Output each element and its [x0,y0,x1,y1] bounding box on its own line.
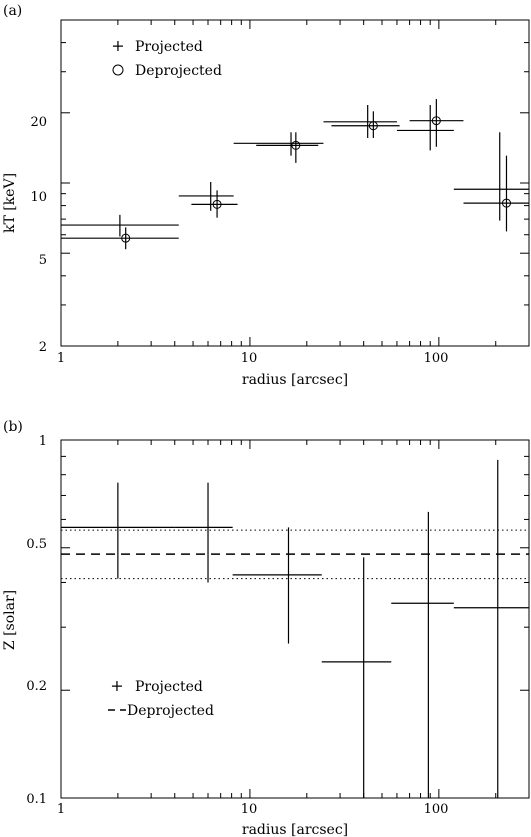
panel-b-ytick-label: 0.1 [26,792,47,807]
panel-a-legend: + Projected Deprojected [111,36,222,79]
panel-a-xtick-label: 10 [241,351,258,366]
panel-b-xtick-label: 10 [241,802,258,817]
data-marker-circle [121,233,131,243]
data-point [323,105,397,138]
panel-b-projected-series [61,459,529,798]
panel-a: (a) 1 10 100 2 5 10 20 radius [arcsec] k… [2,3,530,388]
data-point [331,111,400,138]
panel-b: (b) 1 10 100 0.1 0.2 0.5 1 radius [arcse… [2,419,530,837]
data-marker-circle [501,198,511,208]
panel-b-xtick-label: 100 [424,802,449,817]
panel-a-ytick-label: 10 [30,190,47,205]
panel-a-ylabel: kT [keV] [2,173,18,233]
data-point [321,557,392,798]
legend-b-deprojected: Deprojected [127,703,214,719]
panel-a-xtick-label: 100 [424,351,449,366]
legend-plus-icon: + [111,36,124,55]
data-point [453,132,529,221]
panel-a-ytick-label: 20 [30,115,47,130]
panel-a-projected-series [61,105,529,237]
data-point [61,482,175,579]
panel-b-deprojected-series [61,529,529,580]
panel-a-ytick-label: 5 [39,253,47,268]
panel-a-tick-labels: 1 10 100 2 5 10 20 [30,115,448,366]
legend-a-deprojected: Deprojected [135,63,222,79]
data-marker-circle [368,121,378,131]
panel-b-ytick-label: 0.2 [26,679,47,694]
panel-a-label: (a) [3,3,22,19]
data-point [391,511,454,798]
data-marker-circle [212,199,222,209]
data-point [396,105,454,151]
data-point [233,132,324,156]
panel-a-xtick-label: 1 [57,351,65,366]
panel-a-deprojected-series [61,99,529,250]
data-point [453,459,529,798]
data-point [191,190,238,218]
panel-b-label: (b) [3,419,23,435]
data-marker-circle [291,140,301,150]
data-point [409,99,464,147]
panel-b-frame [60,439,530,799]
data-point [61,227,179,250]
panel-a-xlabel: radius [arcsec] [242,372,348,388]
panel-a-frame [60,19,530,347]
data-marker-circle [431,116,441,126]
legend-b-projected: Projected [135,679,203,695]
panel-b-tick-labels: 1 10 100 0.1 0.2 0.5 1 [26,434,448,817]
panel-b-ytick-label: 1 [39,434,47,449]
panel-b-legend: + Projected Deprojected [108,676,214,719]
data-point [256,132,319,163]
data-point [232,527,322,644]
panel-b-ticks [60,439,530,799]
data-point [174,482,233,583]
data-point [178,181,234,211]
panel-a-ytick-label: 2 [39,340,47,355]
data-point [61,214,179,237]
panel-b-ylabel: Z [solar] [2,590,18,650]
panel-a-ticks [60,19,530,347]
legend-circle-icon [112,64,124,76]
panel-b-ytick-label: 0.5 [26,537,47,552]
panel-b-xtick-label: 1 [57,802,65,817]
legend-plus-icon: + [110,676,123,695]
data-point [463,155,529,232]
legend-a-projected: Projected [135,39,203,55]
panel-b-xlabel: radius [arcsec] [242,822,348,837]
